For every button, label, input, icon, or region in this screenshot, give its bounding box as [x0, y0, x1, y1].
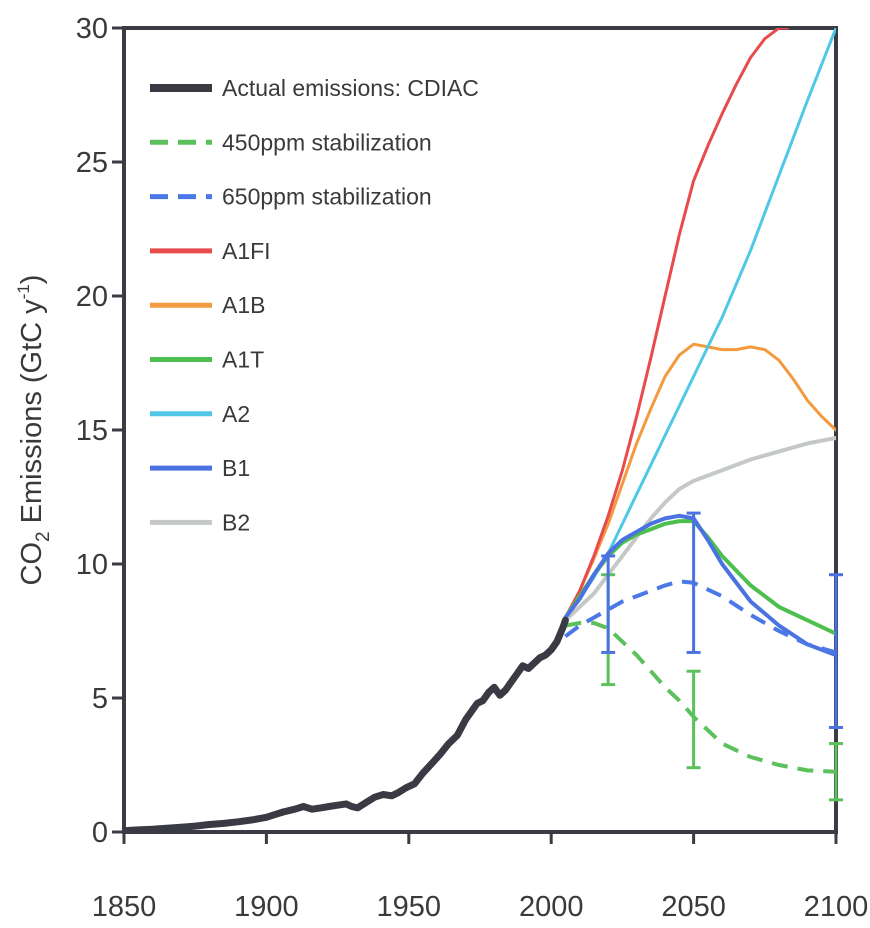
y-axis-title: CO2 Emissions (GtC y-1): [14, 275, 54, 586]
axis-ticks: 1850 1900 1950 2000 2050 2100 0 5 10 15 20 25 30: [76, 13, 869, 923]
x-tick-label: 2100: [804, 891, 869, 923]
x-tick-label: 2000: [519, 891, 584, 923]
legend-label: Actual emissions: CDIAC: [222, 75, 479, 101]
series-line-b2: [563, 436, 836, 623]
legend-item: 650ppm stabilization: [150, 184, 432, 210]
legend-label: A2: [222, 401, 250, 427]
y-tick-label: 5: [92, 683, 108, 715]
error-bar: [829, 742, 843, 802]
legend-item: A2: [150, 401, 250, 427]
legend-label: A1FI: [222, 238, 271, 264]
error-bar: [686, 511, 701, 654]
legend-label: B1: [222, 455, 250, 481]
y-axis-title-superscript: -1: [14, 284, 33, 299]
x-tick-label: 2050: [661, 891, 726, 923]
series-line-650ppm-stabilization: [564, 579, 836, 655]
y-tick-label: 20: [76, 281, 108, 313]
legend-label: 450ppm stabilization: [222, 129, 432, 155]
y-axis-title-part-1: CO: [16, 542, 48, 586]
x-tick-label: 1900: [234, 891, 299, 923]
svg-text:CO2 Emissions (GtC y-1): CO2 Emissions (GtC y-1): [14, 275, 54, 586]
error-bar: [601, 554, 616, 654]
y-tick-label: 30: [76, 13, 108, 45]
error-bars: [601, 511, 843, 802]
legend-item: B1: [150, 455, 250, 481]
series-layer: [124, 28, 836, 832]
x-tick-label: 1850: [92, 891, 157, 923]
y-tick-label: 15: [76, 415, 108, 447]
series-line-b1: [563, 513, 836, 658]
legend-label: A1B: [222, 292, 265, 318]
error-bar: [829, 573, 843, 729]
legend-label: A1T: [222, 347, 264, 373]
series-line-a1fi: [563, 28, 790, 620]
legend-item: A1FI: [150, 238, 271, 264]
legend-item: A1T: [150, 347, 264, 373]
y-axis-title-subscript: 2: [33, 531, 54, 542]
y-tick-label: 0: [92, 817, 108, 849]
legend-item: B2: [150, 509, 250, 535]
series-line-actual-emissions-cdiac: [124, 616, 569, 832]
y-axis-title-part-3: ): [16, 275, 48, 285]
error-bar: [686, 669, 701, 770]
x-tick-label: 1950: [377, 891, 442, 923]
legend-item: Actual emissions: CDIAC: [150, 75, 479, 101]
y-tick-label: 25: [76, 147, 108, 179]
legend-label: B2: [222, 509, 250, 535]
legend-item: 450ppm stabilization: [150, 129, 432, 155]
legend-item: A1B: [150, 292, 265, 318]
series-line-450ppm-stabilization: [565, 621, 836, 774]
series-line-a1b: [563, 342, 836, 620]
legend: Actual emissions: CDIAC 450ppm stabilizat…: [150, 75, 479, 535]
y-tick-label: 10: [76, 549, 108, 581]
y-axis-title-part-2: Emissions (GtC y: [16, 299, 48, 532]
legend-label: 650ppm stabilization: [222, 184, 432, 210]
